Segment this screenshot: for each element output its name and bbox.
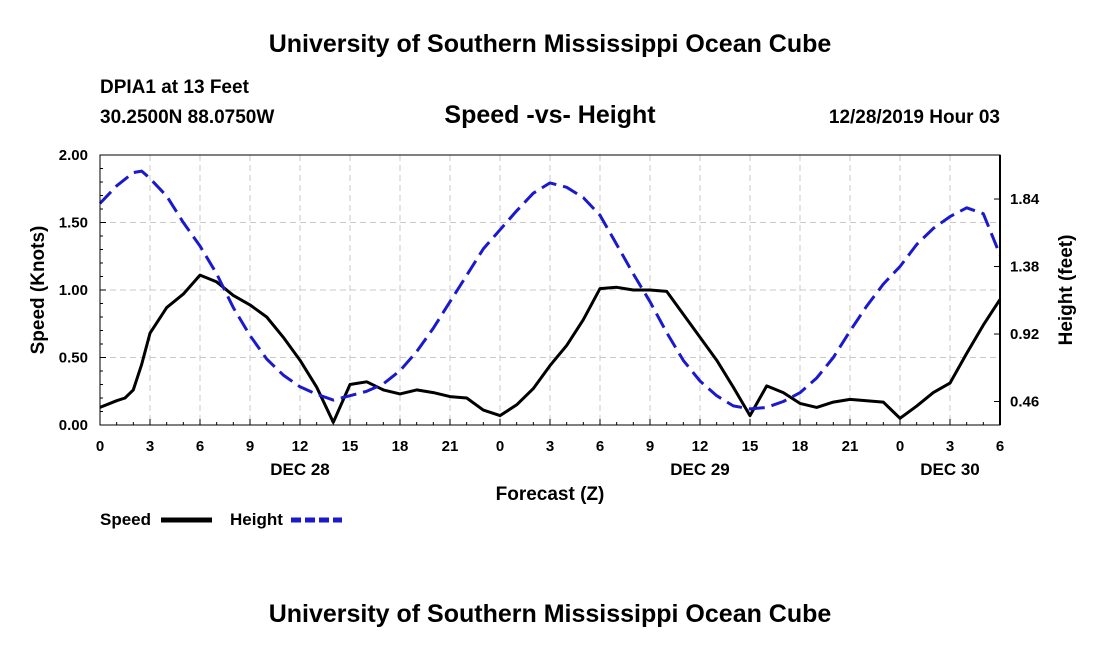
y-tick-label: 2.00 — [59, 147, 88, 164]
chart-grid — [100, 155, 1000, 425]
x-tick-label: 0 — [96, 438, 104, 455]
page-title: University of Southern Mississippi Ocean… — [268, 30, 832, 58]
date-label: DEC 28 — [270, 460, 330, 479]
y2-tick-label: 0.92 — [1010, 326, 1039, 343]
footer-title: University of Southern Mississippi Ocean… — [268, 600, 832, 628]
y2-tick-label: 1.38 — [1010, 259, 1039, 276]
x-tick-label: 12 — [292, 438, 309, 455]
series-line-height — [98, 169, 1002, 411]
y-tick-label: 0.00 — [59, 417, 88, 434]
x-tick-label: 9 — [646, 438, 654, 455]
y-tick-label: 1.50 — [59, 215, 88, 232]
x-tick-label: 6 — [196, 438, 204, 455]
y2-tick-label: 1.84 — [1010, 191, 1040, 208]
run-time-label: 12/28/2019 Hour 03 — [828, 107, 1000, 128]
chart-legend: Speed Height — [100, 510, 342, 529]
date-label: DEC 29 — [670, 460, 730, 479]
legend-label-height: Height — [230, 510, 283, 529]
station-label: DPIA1 at 13 Feet — [100, 77, 249, 98]
chart-title: Speed -vs- Height — [444, 101, 656, 129]
y2-axis-label: Height (feet) — [1056, 235, 1077, 346]
x-tick-label: 9 — [246, 438, 254, 455]
legend-label-speed: Speed — [100, 510, 151, 529]
x-tick-label: 21 — [842, 438, 859, 455]
x-tick-label: 12 — [692, 438, 709, 455]
x-tick-label: 6 — [996, 438, 1004, 455]
chart-ticks — [99, 154, 1001, 426]
date-label: DEC 30 — [920, 460, 980, 479]
y2-tick-label: 0.46 — [1010, 394, 1039, 411]
y-tick-label: 0.50 — [59, 350, 88, 367]
x-tick-label: 0 — [896, 438, 904, 455]
x-tick-label: 15 — [742, 438, 759, 455]
chart-series — [98, 169, 1002, 424]
x-tick-label: 18 — [392, 438, 409, 455]
x-tick-label: 21 — [442, 438, 459, 455]
x-tick-label: 15 — [342, 438, 359, 455]
coordinates-label: 30.2500N 88.0750W — [100, 107, 275, 128]
x-axis-label: Forecast (Z) — [496, 484, 605, 505]
x-tick-label: 0 — [496, 438, 504, 455]
chart-labels: 0 3 6 9 12 15 18 21 0 3 6 9 12 15 18 21 0 3 6 0.00 0.50 1.00 1… — [59, 147, 1040, 479]
y-tick-label: 1.00 — [59, 282, 88, 299]
x-tick-label: 3 — [546, 438, 554, 455]
y-axis-label: Speed (Knots) — [28, 226, 49, 355]
x-tick-label: 6 — [596, 438, 604, 455]
x-tick-label: 18 — [792, 438, 809, 455]
x-tick-label: 3 — [946, 438, 954, 455]
x-tick-label: 3 — [146, 438, 154, 455]
